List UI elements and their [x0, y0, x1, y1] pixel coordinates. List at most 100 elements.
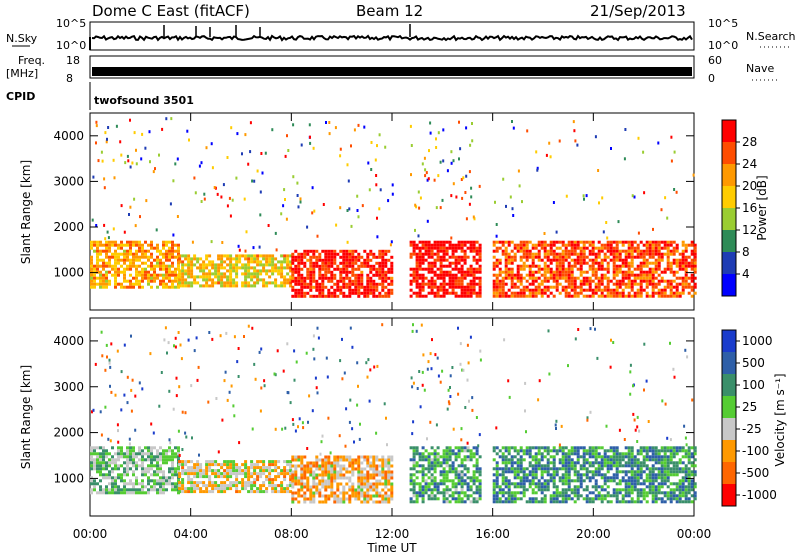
- data-cell: [508, 271, 511, 274]
- data-cell: [431, 367, 433, 370]
- data-cell: [547, 467, 550, 470]
- data-cell: [184, 254, 187, 257]
- data-cell: [425, 467, 428, 470]
- data-cell: [461, 488, 464, 491]
- data-cell: [598, 247, 601, 250]
- data-cell: [586, 494, 589, 497]
- data-cell: [443, 259, 446, 262]
- data-cell: [652, 228, 654, 231]
- data-cell: [410, 482, 413, 485]
- data-cell: [595, 253, 598, 256]
- data-cell: [598, 467, 601, 470]
- data-cell: [150, 452, 153, 455]
- data-cell: [461, 256, 464, 259]
- data-cell: [178, 481, 181, 484]
- data-cell: [434, 283, 437, 286]
- data-cell: [223, 490, 226, 493]
- data-cell: [294, 498, 297, 501]
- data-cell: [187, 275, 190, 278]
- data-cell: [427, 220, 429, 223]
- data-cell: [440, 206, 442, 209]
- data-cell: [300, 480, 303, 483]
- data-cell: [568, 473, 571, 476]
- data-cell: [205, 490, 208, 493]
- data-cell: [583, 244, 586, 247]
- data-cell: [96, 283, 99, 286]
- data-cell: [556, 485, 559, 488]
- data-cell: [443, 455, 446, 458]
- data-cell: [447, 408, 449, 411]
- data-cell: [144, 277, 147, 280]
- data-cell: [134, 395, 136, 398]
- data-cell: [535, 497, 538, 500]
- data-cell: [147, 488, 150, 491]
- data-cell: [496, 464, 499, 467]
- data-cell: [330, 492, 333, 495]
- data-cell: [259, 484, 262, 487]
- data-cell: [547, 479, 550, 482]
- data-cell: [324, 489, 327, 492]
- data-cell: [446, 271, 449, 274]
- data-cell: [410, 473, 413, 476]
- data-cell: [277, 269, 280, 272]
- data-cell: [150, 488, 153, 491]
- data-cell: [538, 286, 541, 289]
- data-cell: [363, 295, 366, 298]
- data-cell: [220, 481, 223, 484]
- data-cell: [619, 491, 622, 494]
- data-cell: [455, 488, 458, 491]
- data-cell: [255, 378, 257, 381]
- data-cell: [419, 455, 422, 458]
- data-cell: [631, 470, 634, 473]
- data-cell: [262, 460, 265, 463]
- data-cell: [280, 275, 283, 278]
- data-cell: [422, 283, 425, 286]
- data-cell: [138, 271, 141, 274]
- data-cell: [247, 266, 250, 269]
- data-cell: [294, 268, 297, 271]
- data-cell: [625, 479, 628, 482]
- data-cell: [565, 292, 568, 295]
- data-cell: [107, 438, 109, 441]
- data-cell: [348, 465, 351, 468]
- data-cell: [184, 269, 187, 272]
- data-cell: [126, 473, 129, 476]
- data-cell: [628, 470, 631, 473]
- data-cell: [673, 250, 676, 253]
- freq-trace: [92, 67, 692, 76]
- data-cell: [135, 488, 138, 491]
- data-cell: [360, 462, 363, 465]
- data-cell: [250, 475, 253, 478]
- data-cell: [134, 429, 136, 432]
- data-cell: [538, 244, 541, 247]
- data-cell: [123, 277, 126, 280]
- data-cell: [330, 451, 332, 454]
- data-cell: [496, 280, 499, 283]
- data-cell: [351, 256, 354, 259]
- data-cell: [205, 275, 208, 278]
- data-cell: [661, 256, 664, 259]
- data-cell: [303, 492, 306, 495]
- data-cell: [544, 265, 547, 268]
- data-cell: [351, 489, 354, 492]
- data-cell: [347, 241, 349, 244]
- data-cell: [637, 283, 640, 286]
- data-cell: [676, 191, 678, 194]
- data-cell: [568, 455, 571, 458]
- data-cell: [220, 260, 223, 263]
- data-cell: [262, 281, 265, 284]
- data-cell: [592, 289, 595, 292]
- data-cell: [199, 269, 202, 272]
- data-cell: [529, 452, 532, 455]
- data-cell: [622, 455, 625, 458]
- data-cell: [583, 467, 586, 470]
- data-cell: [443, 271, 446, 274]
- data-cell: [348, 256, 351, 259]
- data-cell: [443, 491, 446, 494]
- data-cell: [502, 295, 505, 298]
- data-cell: [300, 477, 303, 480]
- data-cell: [294, 456, 297, 459]
- data-cell: [111, 455, 114, 458]
- data-cell: [502, 286, 505, 289]
- data-cell: [646, 292, 649, 295]
